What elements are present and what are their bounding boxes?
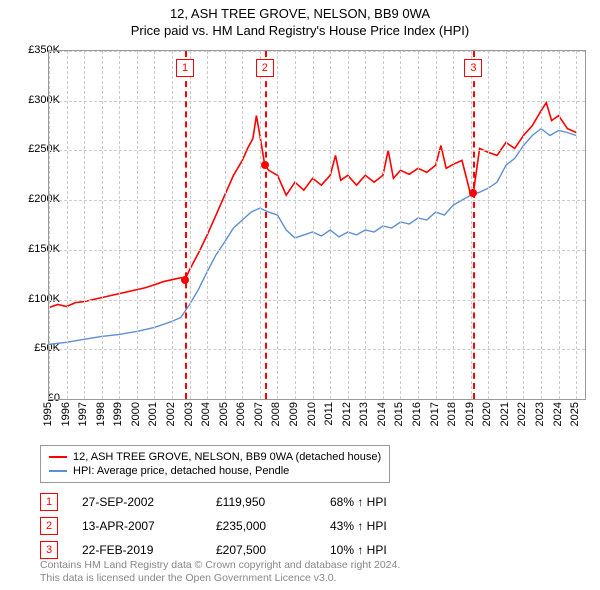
x-tick-label: 2024 xyxy=(552,402,564,426)
title-block: 12, ASH TREE GROVE, NELSON, BB9 0WA Pric… xyxy=(0,0,600,38)
sale-marker-label: 3 xyxy=(464,59,482,77)
x-tick-label: 1995 xyxy=(42,402,54,426)
x-tick-label: 2011 xyxy=(323,402,335,426)
sale-date: 22-FEB-2019 xyxy=(82,543,192,557)
x-tick-label: 2010 xyxy=(306,402,318,426)
sale-relative: 43% ↑ HPI xyxy=(330,519,387,533)
legend-label: HPI: Average price, detached house, Pend… xyxy=(73,465,289,477)
x-tick-label: 2017 xyxy=(429,402,441,426)
sale-price: £235,000 xyxy=(216,519,306,533)
sale-price: £207,500 xyxy=(216,543,306,557)
sale-marker-box: 3 xyxy=(40,541,58,559)
x-tick-label: 2022 xyxy=(516,402,528,426)
sales-row: 2 13-APR-2007 £235,000 43% ↑ HPI xyxy=(40,514,387,538)
x-tick-label: 2015 xyxy=(393,402,405,426)
x-tick-label: 2016 xyxy=(411,402,423,426)
footer-line: Contains HM Land Registry data © Crown c… xyxy=(40,559,400,573)
address-title: 12, ASH TREE GROVE, NELSON, BB9 0WA xyxy=(0,6,600,21)
x-tick-label: 1996 xyxy=(60,402,72,426)
legend-swatch xyxy=(49,456,67,458)
x-tick-label: 2000 xyxy=(130,402,142,426)
footer-line: This data is licensed under the Open Gov… xyxy=(40,572,400,586)
x-tick-label: 2001 xyxy=(147,402,159,426)
sales-row: 1 27-SEP-2002 £119,950 68% ↑ HPI xyxy=(40,490,387,514)
x-tick-label: 2007 xyxy=(253,402,265,426)
chart-container: 12, ASH TREE GROVE, NELSON, BB9 0WA Pric… xyxy=(0,0,600,590)
x-tick-label: 2003 xyxy=(183,402,195,426)
x-tick-label: 1998 xyxy=(95,402,107,426)
x-tick-label: 2008 xyxy=(270,402,282,426)
legend: 12, ASH TREE GROVE, NELSON, BB9 0WA (det… xyxy=(40,445,390,483)
legend-item: 12, ASH TREE GROVE, NELSON, BB9 0WA (det… xyxy=(49,450,381,464)
x-tick-label: 2014 xyxy=(376,402,388,426)
x-tick-label: 2006 xyxy=(235,402,247,426)
sale-dot xyxy=(469,189,477,197)
x-tick-label: 1997 xyxy=(77,402,89,426)
x-tick-label: 2021 xyxy=(499,402,511,426)
x-tick-label: 2004 xyxy=(200,402,212,426)
sale-marker-box: 1 xyxy=(40,493,58,511)
x-tick-label: 2009 xyxy=(288,402,300,426)
sale-date: 13-APR-2007 xyxy=(82,519,192,533)
legend-label: 12, ASH TREE GROVE, NELSON, BB9 0WA (det… xyxy=(73,451,381,463)
footer: Contains HM Land Registry data © Crown c… xyxy=(40,559,400,586)
x-tick-label: 2020 xyxy=(481,402,493,426)
sale-date: 27-SEP-2002 xyxy=(82,495,192,509)
sales-table: 1 27-SEP-2002 £119,950 68% ↑ HPI 2 13-AP… xyxy=(40,490,387,562)
sale-price: £119,950 xyxy=(216,495,306,509)
x-tick-label: 2023 xyxy=(534,402,546,426)
x-tick-label: 2019 xyxy=(464,402,476,426)
x-tick-label: 2002 xyxy=(165,402,177,426)
legend-swatch xyxy=(49,470,67,472)
sale-marker-box: 2 xyxy=(40,517,58,535)
sale-marker-label: 2 xyxy=(256,59,274,77)
sale-relative: 68% ↑ HPI xyxy=(330,495,387,509)
sale-marker-label: 1 xyxy=(176,59,194,77)
subtitle: Price paid vs. HM Land Registry's House … xyxy=(0,23,600,38)
x-tick-label: 2012 xyxy=(341,402,353,426)
x-tick-label: 2005 xyxy=(218,402,230,426)
x-tick-label: 1999 xyxy=(112,402,124,426)
x-tick-label: 2025 xyxy=(569,402,581,426)
chart-plot-area: 1 2 3 xyxy=(48,50,586,400)
x-tick-label: 2013 xyxy=(358,402,370,426)
legend-item: HPI: Average price, detached house, Pend… xyxy=(49,464,381,478)
sale-dot xyxy=(261,161,269,169)
sale-dot xyxy=(181,276,189,284)
sale-relative: 10% ↑ HPI xyxy=(330,543,387,557)
chart-svg xyxy=(49,51,585,399)
x-tick-label: 2018 xyxy=(446,402,458,426)
